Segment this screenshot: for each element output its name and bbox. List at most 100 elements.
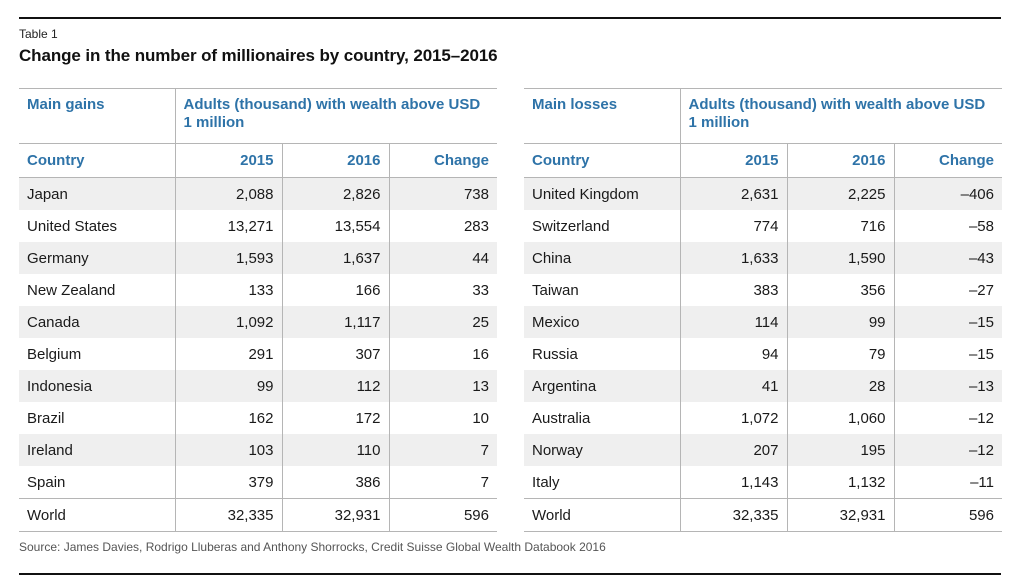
table-title: Change in the number of millionaires by … <box>19 46 498 65</box>
gains-panel: Main gains Adults (thousand) with wealth… <box>19 88 497 532</box>
value-2015-cell: 1,593 <box>174 242 282 274</box>
country-cell: Mexico <box>524 306 680 338</box>
value-2015-cell: 162 <box>174 402 282 434</box>
losses-header-row-1: Main losses Adults (thousand) with wealt… <box>524 88 1002 144</box>
gains-col-2015: 2015 <box>174 143 282 178</box>
table-row: New Zealand 133 166 33 <box>19 274 497 306</box>
change-cell: 33 <box>388 274 497 306</box>
table-row: Italy 1,143 1,132 –11 <box>524 466 1002 499</box>
change-cell: –13 <box>893 370 1002 402</box>
gains-span-label: Adults (thousand) with wealth above USD … <box>174 88 497 144</box>
value-2016-cell: 2,225 <box>786 177 894 210</box>
value-2015-cell: 1,633 <box>679 242 787 274</box>
table-row: Australia 1,072 1,060 –12 <box>524 402 1002 434</box>
value-2015-cell: 94 <box>679 338 787 370</box>
value-2016-cell: 307 <box>281 338 389 370</box>
value-2016-cell: 1,060 <box>786 402 894 434</box>
country-cell: Brazil <box>19 402 175 434</box>
table-row: Taiwan 383 356 –27 <box>524 274 1002 306</box>
change-cell: –12 <box>893 434 1002 466</box>
value-2016-cell: 1,132 <box>786 466 894 499</box>
gains-col-change: Change <box>388 143 497 178</box>
table-row: Indonesia 99 112 13 <box>19 370 497 402</box>
losses-col-2016: 2016 <box>786 143 894 178</box>
table-row: United Kingdom 2,631 2,225 –406 <box>524 177 1002 210</box>
gains-header-row-1: Main gains Adults (thousand) with wealth… <box>19 88 497 144</box>
table-row: Argentina 41 28 –13 <box>524 370 1002 402</box>
table-row: Belgium 291 307 16 <box>19 338 497 370</box>
value-2016-cell: 1,590 <box>786 242 894 274</box>
losses-header-row-2: Country 2015 2016 Change <box>524 143 1002 178</box>
country-cell: Ireland <box>19 434 175 466</box>
change-cell: –43 <box>893 242 1002 274</box>
change-cell: 10 <box>388 402 497 434</box>
value-2015-cell: 114 <box>679 306 787 338</box>
change-cell: 13 <box>388 370 497 402</box>
top-rule <box>19 17 1001 19</box>
value-2015-cell: 774 <box>679 210 787 242</box>
value-2016-cell: 166 <box>281 274 389 306</box>
country-cell: Argentina <box>524 370 680 402</box>
value-2015-cell: 1,072 <box>679 402 787 434</box>
world-row: World 32,335 32,931 596 <box>524 498 1002 532</box>
value-2015-cell: 291 <box>174 338 282 370</box>
country-cell: Russia <box>524 338 680 370</box>
world-row: World 32,335 32,931 596 <box>19 498 497 532</box>
value-2015-cell: 2,088 <box>174 177 282 210</box>
losses-col-2015: 2015 <box>679 143 787 178</box>
value-2016-cell: 1,637 <box>281 242 389 274</box>
table-row: Brazil 162 172 10 <box>19 402 497 434</box>
country-cell: United Kingdom <box>524 177 680 210</box>
country-cell: China <box>524 242 680 274</box>
table-row: Switzerland 774 716 –58 <box>524 210 1002 242</box>
country-cell: Italy <box>524 466 680 499</box>
value-2015-cell: 103 <box>174 434 282 466</box>
gains-col-country: Country <box>19 143 175 178</box>
value-2015-cell: 133 <box>174 274 282 306</box>
country-cell: Spain <box>19 466 175 499</box>
change-cell: 16 <box>388 338 497 370</box>
change-cell: –15 <box>893 338 1002 370</box>
value-2016-cell: 79 <box>786 338 894 370</box>
value-2016-cell: 13,554 <box>281 210 389 242</box>
table-row: Mexico 114 99 –15 <box>524 306 1002 338</box>
country-cell: Switzerland <box>524 210 680 242</box>
change-cell: –11 <box>893 466 1002 499</box>
table-row: Germany 1,593 1,637 44 <box>19 242 497 274</box>
value-2016-cell: 386 <box>281 466 389 499</box>
country-cell: World <box>524 498 680 532</box>
country-cell: Norway <box>524 434 680 466</box>
change-cell: 738 <box>388 177 497 210</box>
value-2016-cell: 32,931 <box>786 498 894 532</box>
country-cell: World <box>19 498 175 532</box>
change-cell: –27 <box>893 274 1002 306</box>
country-cell: Japan <box>19 177 175 210</box>
value-2015-cell: 207 <box>679 434 787 466</box>
table-row: Ireland 103 110 7 <box>19 434 497 466</box>
value-2016-cell: 28 <box>786 370 894 402</box>
change-cell: 7 <box>388 466 497 499</box>
losses-span-label: Adults (thousand) with wealth above USD … <box>679 88 1002 144</box>
losses-body: United Kingdom 2,631 2,225 –406 Switzerland 7… <box>524 177 1002 532</box>
gains-col-2016: 2016 <box>281 143 389 178</box>
losses-panel: Main losses Adults (thousand) with wealt… <box>524 88 1002 532</box>
value-2015-cell: 32,335 <box>174 498 282 532</box>
value-2015-cell: 99 <box>174 370 282 402</box>
gains-header-row-2: Country 2015 2016 Change <box>19 143 497 178</box>
value-2015-cell: 13,271 <box>174 210 282 242</box>
change-cell: 44 <box>388 242 497 274</box>
gains-group-label: Main gains <box>19 88 175 144</box>
value-2016-cell: 2,826 <box>281 177 389 210</box>
change-cell: 283 <box>388 210 497 242</box>
country-cell: Australia <box>524 402 680 434</box>
table-row: Russia 94 79 –15 <box>524 338 1002 370</box>
table-row: Norway 207 195 –12 <box>524 434 1002 466</box>
change-cell: 596 <box>388 498 497 532</box>
value-2016-cell: 1,117 <box>281 306 389 338</box>
value-2016-cell: 32,931 <box>281 498 389 532</box>
table-label: Table 1 <box>19 27 58 41</box>
country-cell: Germany <box>19 242 175 274</box>
gains-body: Japan 2,088 2,826 738 United States 13,271 13,… <box>19 177 497 532</box>
country-cell: New Zealand <box>19 274 175 306</box>
losses-col-change: Change <box>893 143 1002 178</box>
